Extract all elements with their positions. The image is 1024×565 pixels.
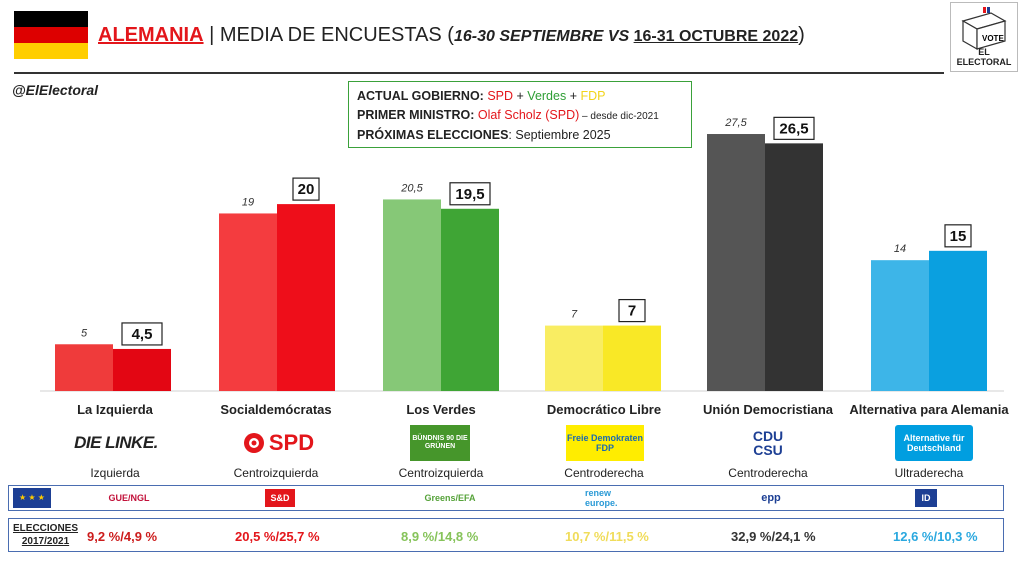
pm-since: – desde dic-2021 xyxy=(579,111,659,122)
bar-los-verdes-current xyxy=(441,208,499,391)
elections-linke: 9,2 %/4,9 % xyxy=(87,529,158,544)
data-label-box-socialdemocratas xyxy=(292,177,320,201)
gov-party-fdp: FDP xyxy=(580,89,606,103)
gruene-logo: BÜNDNIS 90 DIE GRÜNEN xyxy=(410,425,470,461)
elections-cdu: 32,9 %/24,1 % xyxy=(731,529,816,544)
data-label-box-los-verdes xyxy=(449,182,491,206)
government-infobox: ACTUAL GOBIERNO: SPD + Verdes + FDP PRIM… xyxy=(348,81,692,148)
eu-groups-row: ★ ★ ★ GUE/NGL S&D Greens/EFA renew europ… xyxy=(8,485,1004,511)
page-title: ALEMANIA | MEDIA DE ENCUESTAS (16-30 SEP… xyxy=(98,24,805,47)
title-rule xyxy=(14,72,944,74)
gov-party-verdes: Verdes xyxy=(527,89,567,103)
eu-group-afd: ID xyxy=(915,489,937,507)
ideology-afd: Ultraderecha xyxy=(894,466,964,480)
data-label-la-izquierda-previous: 5 xyxy=(81,327,88,339)
title-separator: | xyxy=(203,24,220,46)
data-label-socialdemocratas-previous: 19 xyxy=(242,196,254,208)
ballot-box-icon: VOTE xyxy=(961,7,1007,51)
data-label-democratico-libre-current: 7 xyxy=(628,303,636,320)
title-dates-current: 16-31 OCTUBRE 2022 xyxy=(633,28,799,45)
elections-label-line2: 2017/2021 xyxy=(21,536,70,547)
title-main: MEDIA DE ENCUESTAS ( xyxy=(219,24,454,46)
data-label-los-verdes-current: 19,5 xyxy=(455,186,484,203)
germany-flag xyxy=(14,11,88,59)
ideology-fdp: Centroderecha xyxy=(564,466,644,480)
data-label-democratico-libre-previous: 7 xyxy=(571,309,578,321)
elections-fdp: 10,7 %/11,5 % xyxy=(565,529,649,544)
data-label-alternativa-para-alemania-current: 15 xyxy=(950,228,967,245)
bar-alternativa-para-alemania-current xyxy=(929,250,987,391)
data-label-la-izquierda-current: 4,5 xyxy=(132,326,153,343)
gov-party-spd: SPD xyxy=(487,89,514,103)
gov-label: ACTUAL GOBIERNO: xyxy=(357,89,484,103)
afd-logo: Alternative für Deutschland xyxy=(895,425,973,461)
bar-la-izquierda-previous xyxy=(55,344,113,391)
party-name-cdu: Unión Democristiana xyxy=(702,402,834,417)
data-label-union-democristiana-current: 26,5 xyxy=(779,120,808,137)
fdp-logo: Freie Demokraten FDP xyxy=(566,425,644,461)
pm-label: PRIMER MINISTRO: xyxy=(357,108,475,122)
bar-socialdemocratas-previous xyxy=(219,213,277,391)
eu-group-cdu: epp xyxy=(761,492,781,504)
spd-logo-text: SPD xyxy=(268,430,315,455)
cdu-csu-logo: CDU CSU xyxy=(752,428,784,458)
bar-union-democristiana-current xyxy=(765,143,823,391)
eu-group-gruene: Greens/EFA xyxy=(424,493,476,503)
elections-row: ELECCIONES 2017/2021 9,2 %/4,9 % 20,5 %/… xyxy=(8,518,1004,552)
plus-sign: + xyxy=(513,89,528,103)
data-label-box-democratico-libre xyxy=(618,298,646,323)
bar-democratico-libre-current xyxy=(603,325,661,391)
party-name-afd: Alternativa para Alemania xyxy=(849,402,1009,417)
ideology-cdu: Centroderecha xyxy=(728,466,808,480)
elections-spd: 20,5 %/25,7 % xyxy=(235,529,320,544)
twitter-handle: @ElElectoral xyxy=(12,82,99,98)
data-label-box-la-izquierda xyxy=(121,322,163,346)
bar-union-democristiana-previous xyxy=(707,134,765,391)
party-name-linke: La Izquierda xyxy=(77,402,153,417)
elections-label: ELECCIONES 2017/2021 xyxy=(13,522,78,548)
title-close-paren: ) xyxy=(798,24,805,46)
ideology-linke: Izquierda xyxy=(90,466,140,480)
party-name-gruene: Los Verdes xyxy=(406,402,476,417)
eu-group-spd: S&D xyxy=(265,489,295,507)
data-label-los-verdes-previous: 20,5 xyxy=(400,182,423,194)
eu-group-linke: GUE/NGL xyxy=(108,493,150,503)
bar-democratico-libre-previous xyxy=(545,325,603,391)
title-country: ALEMANIA xyxy=(98,24,204,46)
elections-gruene: 8,9 %/14,8 % xyxy=(401,529,479,544)
elections-afd: 12,6 %/10,3 % xyxy=(893,529,978,544)
rose-icon xyxy=(243,433,264,453)
next-elections-value: : Septiembre 2025 xyxy=(508,128,611,142)
eu-group-fdp: renew europe. xyxy=(585,488,618,508)
data-label-box-alternativa-para-alemania xyxy=(944,224,972,248)
data-label-box-union-democristiana xyxy=(773,116,815,140)
data-label-alternativa-para-alemania-previous: 14 xyxy=(894,243,906,255)
spd-logo: SPD xyxy=(232,425,324,461)
title-dates-previous: 16-30 SEPTIEMBRE VS xyxy=(453,28,634,45)
bar-la-izquierda-current xyxy=(113,348,171,391)
next-elections-label: PRÓXIMAS ELECCIONES xyxy=(357,128,509,142)
plus-sign: + xyxy=(566,89,581,103)
ideology-spd: Centroizquierda xyxy=(233,466,319,480)
logo-text: EL ELECTORAL xyxy=(956,47,1012,67)
data-label-socialdemocratas-current: 20 xyxy=(298,181,315,198)
bar-alternativa-para-alemania-previous xyxy=(871,260,929,391)
bar-socialdemocratas-current xyxy=(277,204,335,391)
data-label-union-democristiana-previous: 27,5 xyxy=(724,117,747,129)
el-electoral-logo: VOTE EL ELECTORAL xyxy=(950,2,1018,72)
bar-los-verdes-previous xyxy=(383,199,441,391)
poll-bar-chart: 5 4,5 19 20 20,5 19,5 7 7 27,5 26,5 14 15 xyxy=(40,116,1004,392)
elections-label-line1: ELECCIONES xyxy=(13,523,79,534)
pm-name: Olaf Scholz (SPD) xyxy=(477,108,580,122)
logo-vote-text: VOTE xyxy=(982,34,1004,43)
ideology-gruene: Centroizquierda xyxy=(398,466,484,480)
party-name-spd: Socialdemócratas xyxy=(220,402,332,417)
eu-flag-icon: ★ ★ ★ xyxy=(13,488,51,508)
party-name-fdp: Democrático Libre xyxy=(546,402,662,417)
die-linke-logo: DIE LINKE. xyxy=(74,433,158,452)
